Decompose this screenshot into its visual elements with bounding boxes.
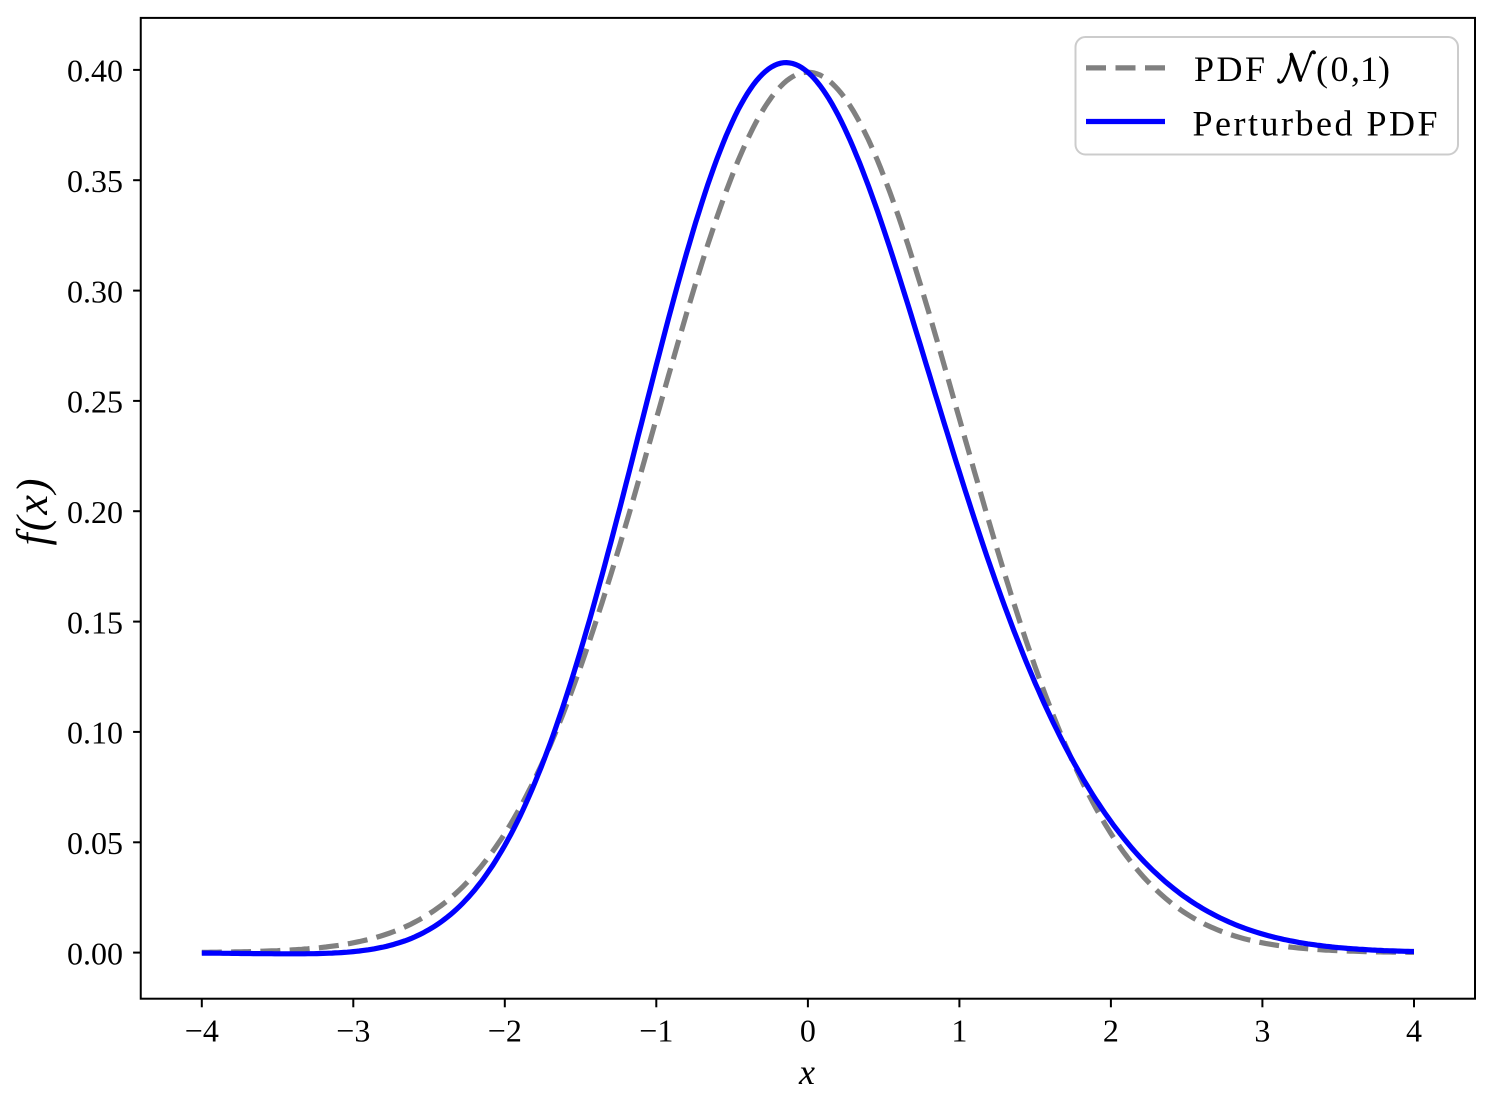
svg-text:PDF: PDF [1194,49,1268,89]
svg-text:−1: −1 [639,1013,673,1049]
svg-text:0.30: 0.30 [67,273,123,309]
svg-text:2: 2 [1103,1013,1119,1049]
svg-text:0.35: 0.35 [67,163,123,199]
svg-text:0.40: 0.40 [67,53,123,89]
svg-text:3: 3 [1254,1013,1270,1049]
svg-text:4: 4 [1406,1013,1422,1049]
svg-text:0.05: 0.05 [67,825,123,861]
svg-text:−4: −4 [185,1013,219,1049]
svg-text:0.00: 0.00 [67,935,123,971]
svg-text:0.20: 0.20 [67,494,123,530]
svg-text:0: 0 [800,1013,816,1049]
svg-text:f(x): f(x) [8,476,57,545]
svg-text:−2: −2 [488,1013,522,1049]
svg-text:−3: −3 [336,1013,370,1049]
svg-text:0.15: 0.15 [67,604,123,640]
svg-text:(0,: (0, [1316,49,1363,89]
svg-text:1): 1) [1360,49,1390,89]
svg-text:x: x [798,1052,815,1092]
svg-text:Perturbed PDF: Perturbed PDF [1193,104,1441,144]
svg-text:1: 1 [951,1013,967,1049]
svg-text:0.25: 0.25 [67,384,123,420]
svg-text:0.10: 0.10 [67,715,123,751]
